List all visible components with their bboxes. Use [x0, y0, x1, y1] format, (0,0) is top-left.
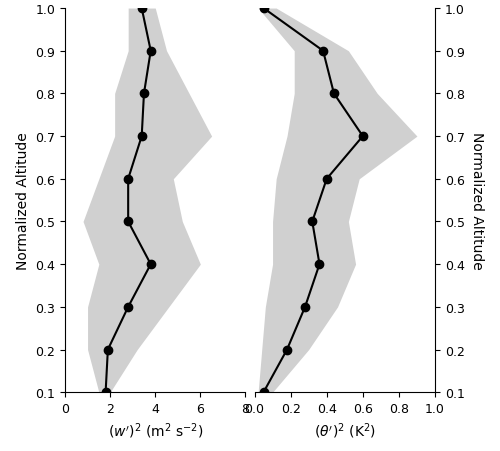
X-axis label: $(\theta')^2$ (K$^2$): $(\theta')^2$ (K$^2$) [314, 421, 376, 440]
X-axis label: $(w')^2$ (m$^2$ s$^{-2}$): $(w')^2$ (m$^2$ s$^{-2}$) [108, 421, 203, 440]
Y-axis label: Normalized Altitude: Normalized Altitude [16, 132, 30, 269]
Y-axis label: Normalized Altitude: Normalized Altitude [470, 132, 484, 269]
